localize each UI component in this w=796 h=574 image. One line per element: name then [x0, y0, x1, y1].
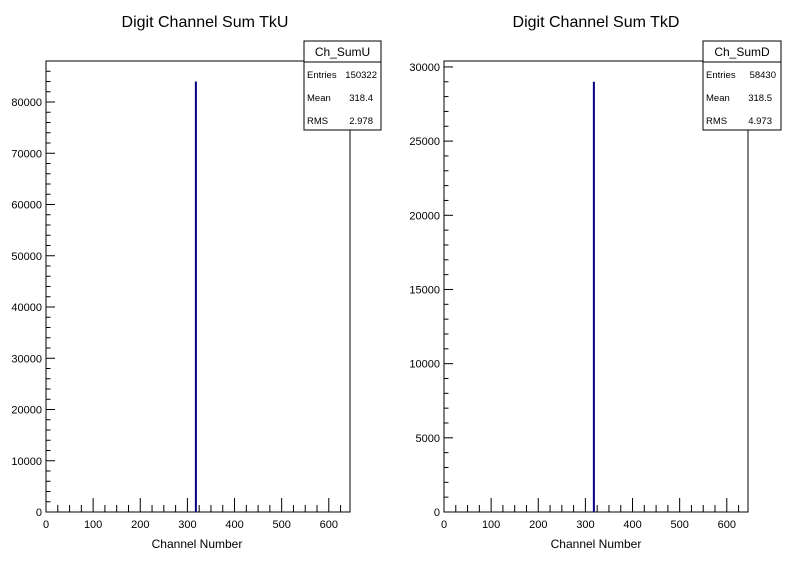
- y-tick-label: 40000: [11, 302, 42, 314]
- x-tick-label: 500: [272, 519, 290, 531]
- y-tick-label: 50000: [11, 251, 42, 263]
- bars-tkd: [592, 81, 595, 512]
- y-tick-label: 70000: [11, 148, 42, 160]
- y-tick-label: 15000: [409, 284, 440, 296]
- x-axis-label-tku: Channel Number: [152, 537, 243, 551]
- y-tick-label: 0: [434, 507, 440, 519]
- x-tick-label: 300: [576, 519, 594, 531]
- x-tick-label: 600: [718, 519, 736, 531]
- y-tick-label: 60000: [11, 200, 42, 212]
- stats-entries-value-tku: 150322: [345, 70, 377, 81]
- stats-name-tkd: Ch_SumD: [714, 45, 770, 59]
- y-tick-label: 10000: [409, 359, 440, 371]
- bars-tku: [194, 81, 197, 512]
- stats-entries-label-tkd: Entries: [706, 70, 736, 81]
- histogram-bar: [592, 81, 595, 512]
- x-tick-label: 200: [529, 519, 547, 531]
- chart-title-tku: Digit Channel Sum TkU: [122, 14, 289, 31]
- x-tick-label: 0: [43, 519, 49, 531]
- stats-name-tku: Ch_SumU: [315, 45, 370, 59]
- x-tick-label: 0: [441, 519, 447, 531]
- y-axis-tku: 0 10000 20000 30000 40000 50000 60000 70000 8000…: [11, 60, 55, 519]
- y-tick-label: 0: [36, 507, 42, 519]
- x-tick-label: 600: [320, 519, 338, 531]
- stats-entries-label-tku: Entries: [307, 70, 337, 81]
- x-axis-tku: 0 100 200 300 400 500 600: [43, 498, 342, 531]
- stats-mean-label-tkd: Mean: [706, 93, 730, 104]
- stats-rms-value-tkd: 4.973: [748, 116, 772, 127]
- y-tick-label: 20000: [409, 210, 440, 222]
- stats-rms-label-tku: RMS: [307, 116, 328, 127]
- x-tick-label: 400: [225, 519, 243, 531]
- x-tick-label: 200: [131, 519, 149, 531]
- x-tick-label: 400: [623, 519, 641, 531]
- x-axis-tkd: 0 100 200 300 400 500 600: [441, 498, 740, 531]
- stats-rms-value-tku: 2.978: [349, 116, 373, 127]
- panel-tkd: Digit Channel Sum TkD 050001000015000200…: [409, 14, 782, 551]
- stats-rms-label-tkd: RMS: [706, 116, 727, 127]
- x-tick-label: 100: [482, 519, 500, 531]
- stats-mean-value-tku: 318.4: [349, 93, 373, 104]
- y-tick-label: 25000: [409, 136, 440, 148]
- y-axis-tkd: 0 5000 10000 15000 20000 25000 30000: [409, 62, 453, 519]
- panel-tku: Digit Channel Sum TkU 0 10000 20000 30000 40…: [11, 14, 382, 551]
- plot-frame-tkd: [443, 60, 749, 513]
- y-tick-label: 10000: [11, 456, 42, 468]
- x-tick-label: 300: [178, 519, 196, 531]
- stats-mean-value-tkd: 318.5: [748, 93, 772, 104]
- y-tick-label: 30000: [409, 62, 440, 74]
- stats-box-tku: Ch_SumU Entries 150322 Mean 318.4 RMS 2.…: [303, 40, 382, 131]
- y-tick-label: 20000: [11, 405, 42, 417]
- histogram-bar: [194, 81, 197, 512]
- y-tick-label: 5000: [416, 433, 440, 445]
- y-tick-label: 30000: [11, 353, 42, 365]
- x-axis-label-tkd: Channel Number: [551, 537, 642, 551]
- stats-entries-value-tkd: 58430: [750, 70, 776, 81]
- x-tick-label: 500: [670, 519, 688, 531]
- y-tick-label: 80000: [11, 97, 42, 109]
- stats-box-tkd: Ch_SumD Entries 58430 Mean 318.5 RMS 4.9…: [702, 40, 782, 131]
- chart-title-tkd: Digit Channel Sum TkD: [513, 14, 680, 31]
- stats-mean-label-tku: Mean: [307, 93, 331, 104]
- x-tick-label: 100: [84, 519, 102, 531]
